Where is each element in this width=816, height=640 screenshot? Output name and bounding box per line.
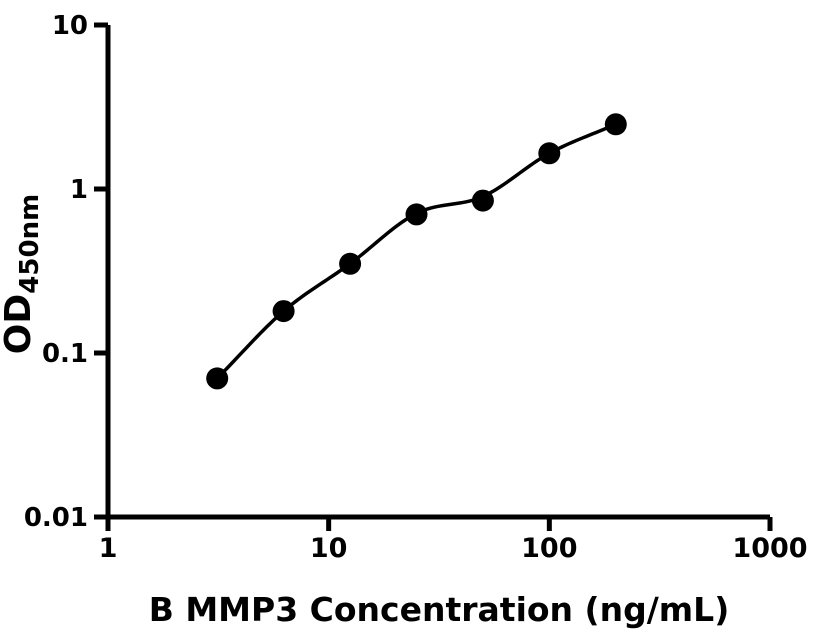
data-point	[405, 203, 428, 226]
x-axis-label: B MMP3 Concentration (ng/mL)	[149, 590, 730, 629]
axes	[94, 22, 773, 531]
data-point	[206, 367, 229, 390]
axis-spines	[105, 25, 770, 520]
data-point	[339, 252, 362, 275]
y-axis-label-main: OD	[0, 294, 39, 355]
data-point	[272, 300, 295, 323]
y-tick-label: 0.01	[24, 503, 88, 533]
tick-labels: 10 1 0.1 0.01 1 10 100 1000	[24, 11, 808, 564]
data-point	[471, 189, 494, 212]
y-axis-label-subscript: 450nm	[15, 194, 45, 294]
data-point	[538, 142, 561, 165]
y-tick-label: 10	[52, 11, 88, 41]
data-points	[206, 113, 627, 390]
x-tick-label: 100	[521, 533, 577, 564]
x-tick-label: 10	[310, 533, 348, 564]
fit-curve	[215, 122, 618, 381]
y-axis-label: OD450nm	[0, 194, 45, 354]
fitted-curve-line	[215, 122, 618, 381]
x-tick-label: 1	[99, 533, 118, 564]
y-tick-label: 1	[70, 175, 88, 205]
x-tick-label: 1000	[732, 533, 807, 564]
data-point	[604, 113, 627, 136]
y-tick-label: 0.1	[42, 339, 88, 369]
